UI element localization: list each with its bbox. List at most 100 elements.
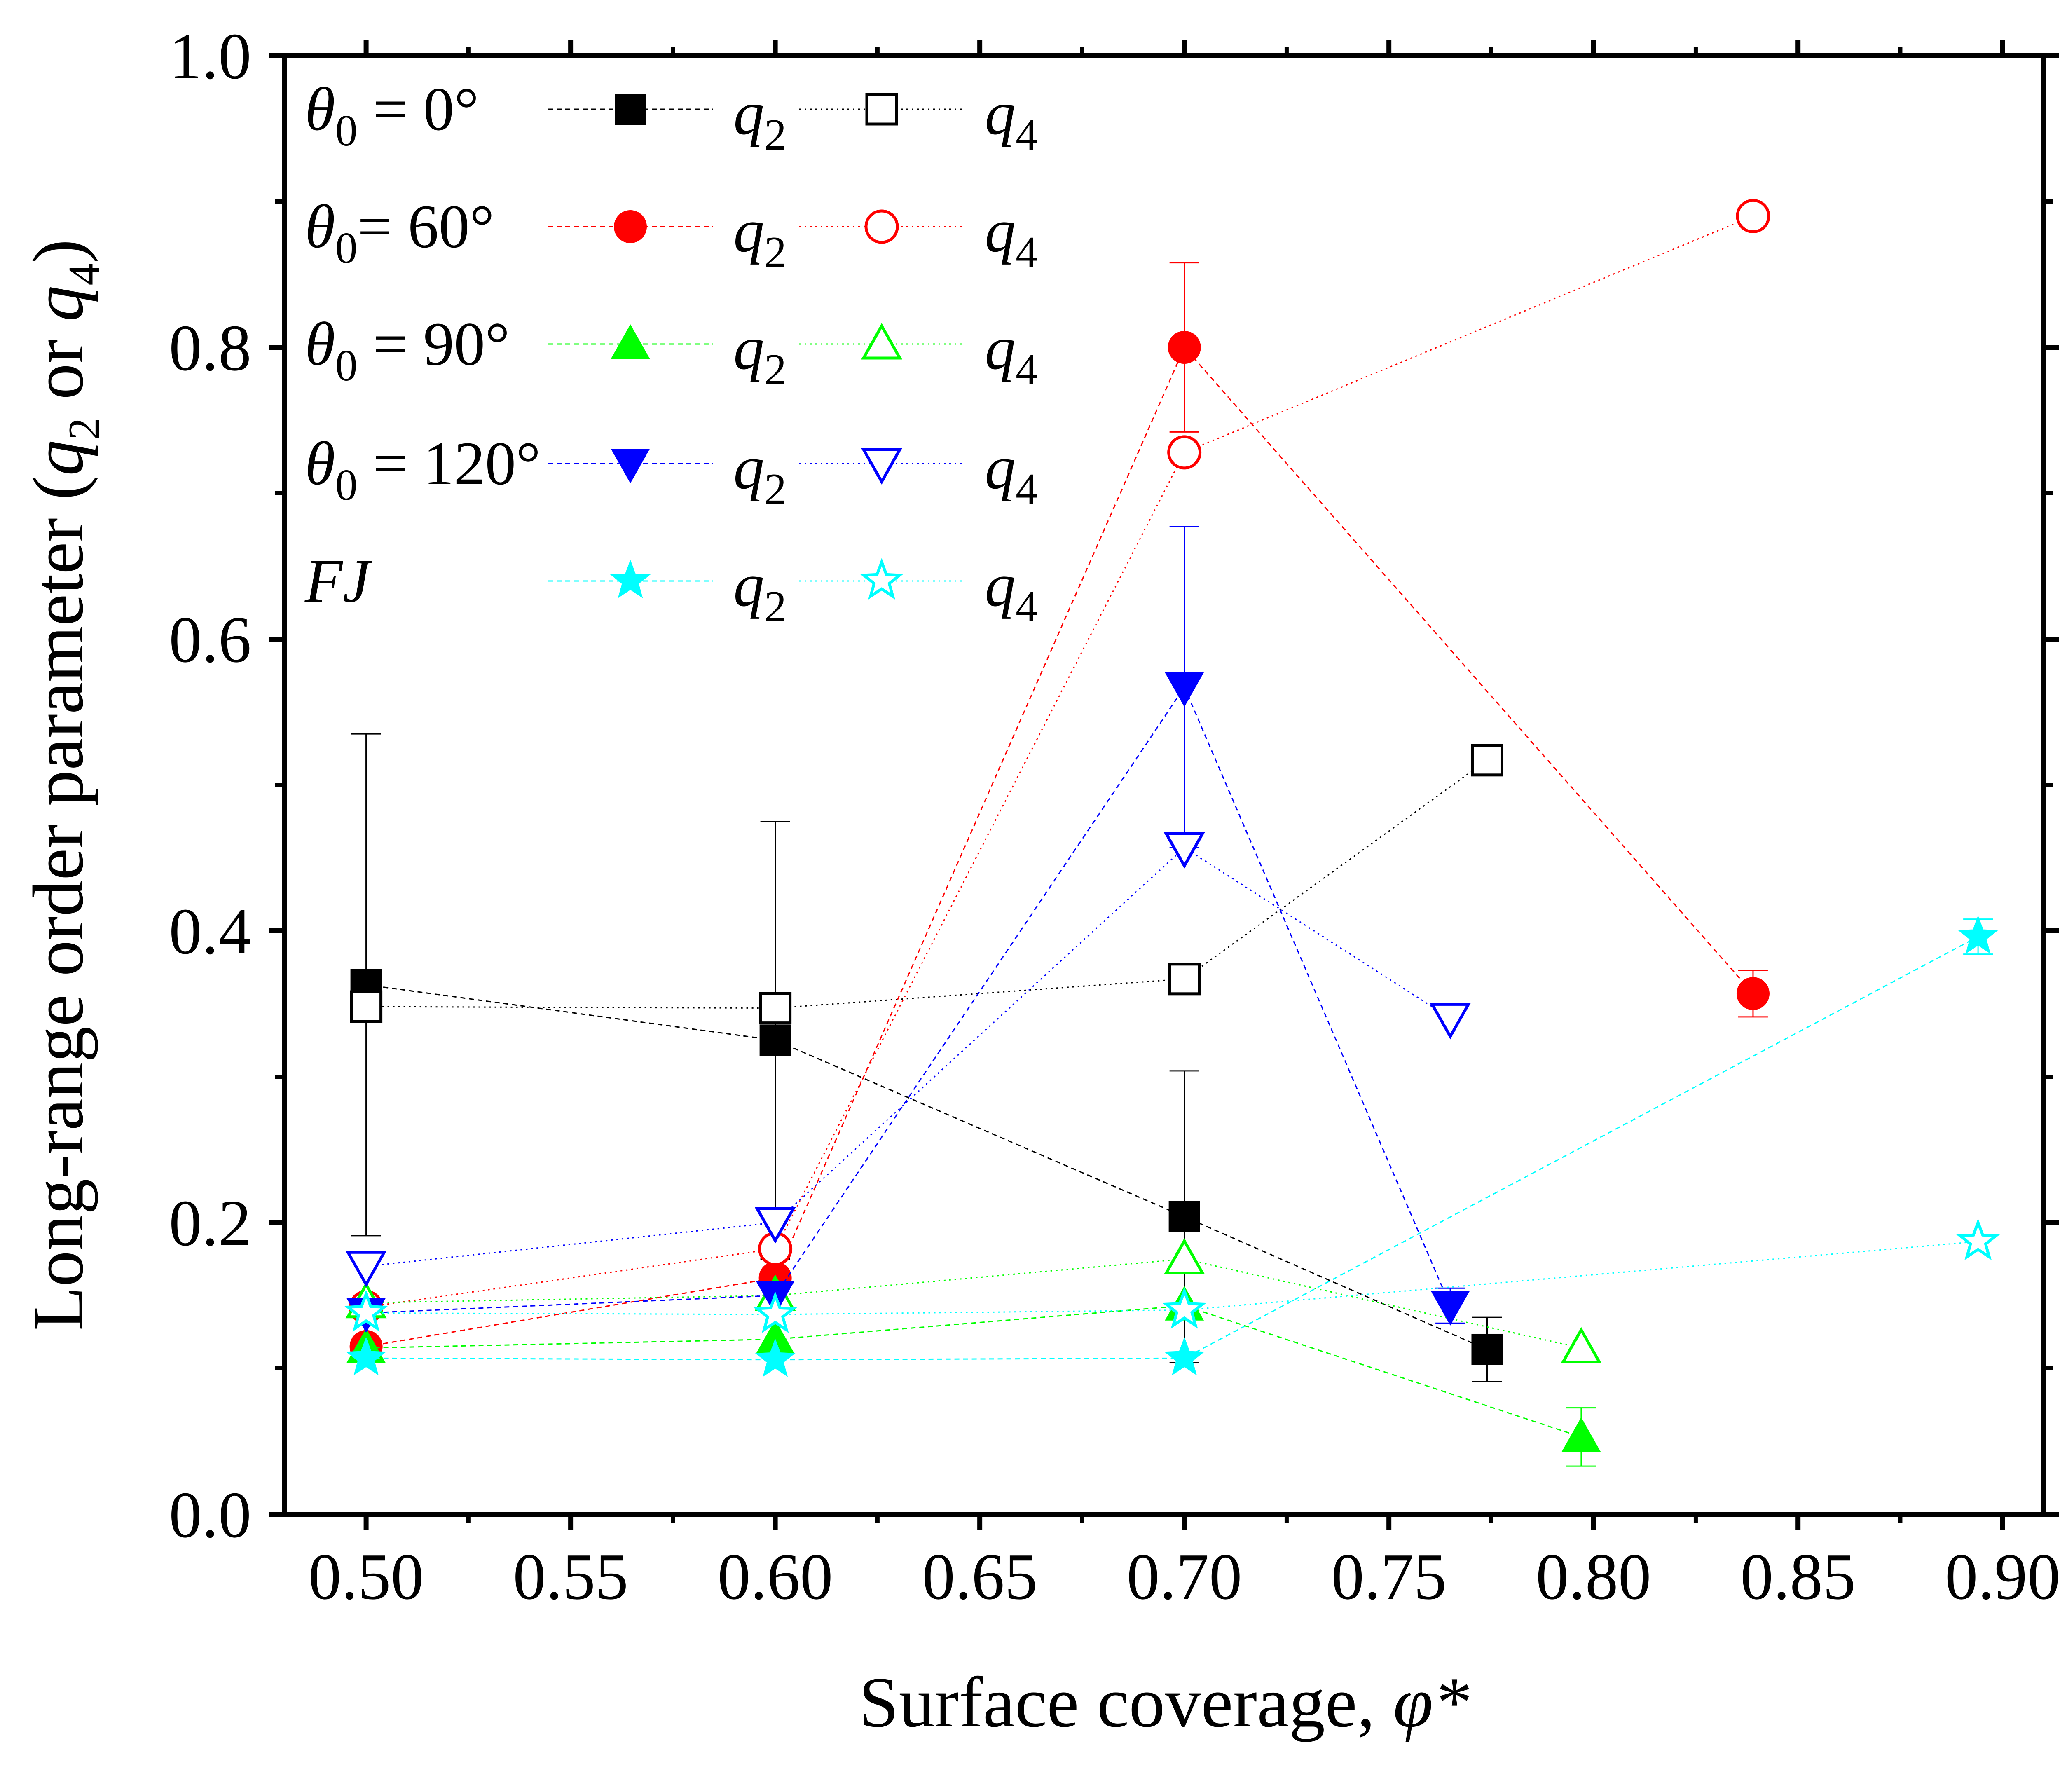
data-point-7-0: [345, 1251, 387, 1288]
data-point-8-2: [1164, 1337, 1205, 1376]
legend-label: θ0 = 90°: [305, 310, 510, 390]
x-tick-label: 0.65: [922, 1540, 1037, 1613]
legend-q4-label: q4: [985, 314, 1038, 394]
legend-q-letter: q: [733, 79, 764, 148]
legend-q2-marker: [614, 210, 647, 243]
legend-q2-marker: [611, 449, 650, 484]
x-tick-label: 0.60: [718, 1540, 833, 1613]
series-line-2: [366, 346, 1754, 1347]
series-group-7-q4: [345, 832, 1471, 1288]
data-point-6-3: [1430, 1291, 1470, 1326]
legend-q-letter: q: [733, 314, 764, 382]
legend-row-1: θ0= 60° q2 q4: [305, 192, 1038, 277]
series-group-8-q2: [346, 915, 1999, 1377]
data-point-5-3: [1560, 1327, 1602, 1363]
legend-q4-marker: [864, 209, 899, 244]
legend-theta: θ: [305, 75, 335, 143]
legend-q2-marker: [610, 560, 651, 598]
legend-label: FJ: [304, 547, 373, 615]
data-point-1-2: [1168, 963, 1201, 996]
legend-q-letter: q: [985, 551, 1016, 619]
x-tick-label: 0.75: [1331, 1540, 1447, 1613]
x-tick-label: 0.80: [1536, 1540, 1651, 1613]
data-point-9-1: [753, 1291, 797, 1333]
data-point-7-2: [1163, 832, 1205, 869]
legend-q2-label: q2: [733, 433, 787, 514]
axes-layer: 0.50 0.55 0.60 0.65 0.70 0.75 0.80 0.85 0.900.00…: [169, 19, 2060, 1613]
series-line-8: [366, 936, 1978, 1361]
legend-theta-value: = 60°: [358, 192, 494, 261]
data-point-9-2: [1162, 1287, 1206, 1329]
series-line-4: [366, 1305, 1582, 1438]
legend-row-0: θ0 = 0° q2 q4: [305, 75, 1038, 159]
legend-q-letter: q: [985, 433, 1016, 502]
legend-theta-value: = 0°: [358, 75, 479, 143]
legend-q-letter: q: [733, 551, 764, 619]
legend-q2-label: q2: [733, 79, 787, 159]
data-point-6-2: [1165, 672, 1204, 707]
data-point-7-1: [754, 1207, 796, 1244]
series-line-9: [366, 1241, 1978, 1315]
legend-q2-label: q2: [733, 551, 787, 631]
data-point-0-2: [1168, 1201, 1200, 1232]
legend-q2-marker: [611, 324, 650, 359]
legend-q4-label: q4: [985, 433, 1038, 514]
data-point-1-1: [759, 992, 792, 1025]
data-point-0-1: [759, 1024, 791, 1056]
legend-q2-label: q2: [733, 314, 787, 394]
legend-q4-marker: [865, 93, 898, 126]
data-point-8-3: [1957, 915, 1999, 954]
y-tick-label: 0.2: [169, 1186, 251, 1260]
data-point-9-3: [1956, 1218, 2000, 1260]
legend-q4-marker: [861, 448, 902, 485]
legend-q-letter: q: [985, 79, 1016, 148]
data-point-3-3: [1736, 199, 1770, 233]
y-tick-label: 0.6: [169, 603, 251, 676]
data-point-0-3: [1471, 1333, 1503, 1365]
data-point-8-1: [755, 1338, 796, 1377]
legend-theta-sub: 0: [335, 106, 358, 155]
legend-label-italic: FJ: [304, 547, 373, 615]
legend-q-letter: q: [985, 197, 1016, 265]
legend-row-2: θ0 = 90° q2 q4: [305, 310, 1038, 394]
legend-theta: θ: [305, 429, 335, 498]
y-tick-label: 0.8: [169, 311, 251, 384]
legend-theta-sub: 0: [335, 341, 358, 390]
legend-q-sub: 2: [764, 582, 787, 631]
y-tick-label: 1.0: [169, 19, 251, 93]
legend-q-sub: 4: [1016, 465, 1038, 514]
x-tick-label: 0.90: [1945, 1540, 2060, 1613]
x-tick-label: 0.70: [1127, 1540, 1242, 1613]
series-line-0: [366, 984, 1488, 1350]
legend-theta: θ: [305, 192, 335, 261]
legend-q4-label: q4: [985, 79, 1038, 159]
x-tick-label: 0.85: [1740, 1540, 1856, 1613]
legend-q-sub: 4: [1016, 582, 1038, 631]
legend-q-letter: q: [733, 433, 764, 502]
legend-q4-marker: [859, 558, 904, 600]
legend-row-4: FJ q2 q4: [304, 547, 1038, 631]
legend-label: θ0 = 120°: [305, 429, 541, 510]
legend-q2-marker: [615, 94, 646, 125]
legend-theta-sub: 0: [335, 224, 358, 273]
data-point-9-0: [344, 1290, 388, 1332]
legend-q-sub: 2: [764, 110, 787, 159]
data-point-2-3: [1736, 977, 1770, 1010]
y-axis-title: Long-range order parameter (q2 or q4): [18, 239, 109, 1331]
data-point-5-2: [1163, 1238, 1205, 1274]
x-tick-label: 0.50: [309, 1540, 424, 1613]
legend-q2-label: q2: [733, 197, 787, 277]
series-group-1-q4: [350, 744, 1503, 1025]
plot-data-layer: [344, 199, 2000, 1467]
series-group-9-q4: [344, 1218, 2000, 1333]
series-line-1: [366, 759, 1488, 1009]
legend-theta-sub: 0: [335, 461, 358, 510]
legend-q-sub: 2: [764, 345, 787, 394]
data-point-3-2: [1167, 435, 1202, 470]
data-point-4-3: [1561, 1417, 1601, 1452]
data-point-1-3: [1470, 744, 1503, 777]
legend-q-letter: q: [985, 314, 1016, 382]
legend-label: θ0= 60°: [305, 192, 494, 273]
